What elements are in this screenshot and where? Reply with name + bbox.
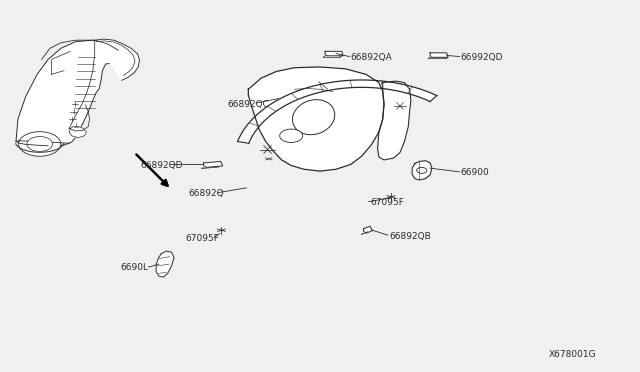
Text: 66892QD: 66892QD [141, 161, 183, 170]
Polygon shape [16, 40, 125, 146]
Text: 67095F: 67095F [186, 234, 220, 243]
Polygon shape [412, 161, 432, 180]
Text: 67095F: 67095F [370, 198, 404, 207]
Text: X678001G: X678001G [549, 350, 596, 359]
Circle shape [27, 137, 52, 151]
Text: 66892QB: 66892QB [389, 232, 431, 241]
Circle shape [19, 132, 61, 156]
Text: 66892Q: 66892Q [189, 189, 225, 198]
Text: 66900: 66900 [461, 169, 490, 177]
Text: 66892QC: 66892QC [227, 100, 269, 109]
Polygon shape [237, 80, 437, 143]
Polygon shape [156, 251, 174, 277]
Circle shape [280, 129, 303, 142]
Polygon shape [204, 161, 223, 167]
Text: 6690L: 6690L [120, 263, 148, 272]
Text: 66892QA: 66892QA [351, 53, 392, 62]
Polygon shape [364, 226, 372, 233]
Polygon shape [248, 67, 384, 171]
Polygon shape [95, 39, 140, 80]
Text: 66992QD: 66992QD [461, 53, 503, 62]
Circle shape [417, 167, 427, 173]
Polygon shape [69, 126, 86, 138]
Polygon shape [378, 81, 411, 160]
Polygon shape [430, 53, 448, 57]
Polygon shape [325, 51, 343, 56]
Ellipse shape [292, 100, 335, 135]
